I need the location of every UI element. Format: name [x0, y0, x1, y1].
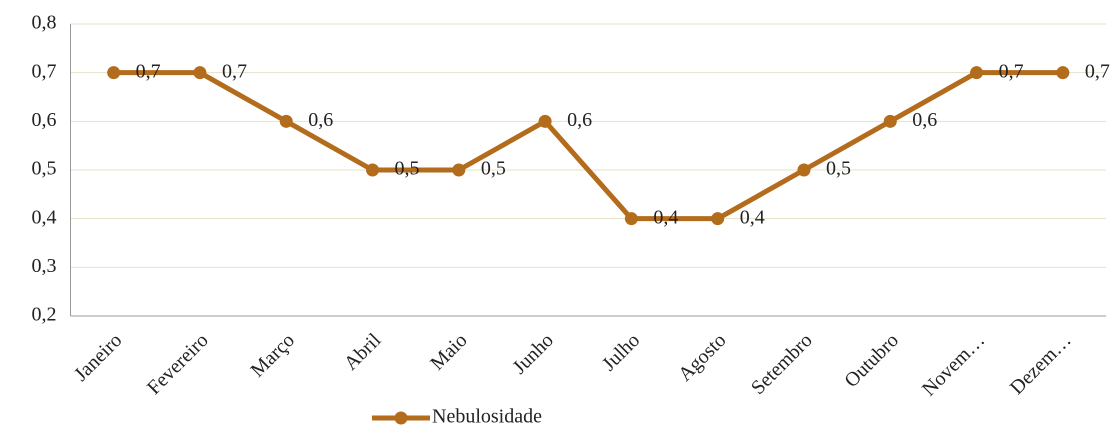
y-tick-label: 0,3: [32, 255, 57, 277]
data-label: 0,7: [1085, 60, 1110, 82]
point: [279, 114, 293, 128]
point: [107, 66, 121, 80]
data-label: 0,6: [308, 109, 333, 131]
data-label: 0,7: [999, 60, 1024, 82]
point: [538, 114, 552, 128]
y-tick-label: 0,4: [32, 206, 57, 228]
data-label: 0,5: [481, 158, 506, 180]
point: [193, 66, 207, 80]
y-tick-label: 0,6: [32, 109, 57, 131]
x-tick-label: Junho: [509, 329, 558, 378]
data-label: 0,6: [912, 109, 937, 131]
x-tick-label: Maio: [426, 329, 471, 374]
y-tick-label: 0,7: [32, 60, 57, 82]
data-label: 0,4: [740, 206, 765, 228]
x-tick-label: Abril: [340, 329, 386, 375]
legend-label: Nebulosidade: [432, 406, 542, 428]
point: [970, 66, 984, 80]
point: [1056, 66, 1070, 80]
data-label: 0,5: [826, 158, 851, 180]
x-tick-label: Setembro: [747, 329, 817, 399]
x-tick-label: Julho: [598, 329, 644, 375]
series-line: [113, 70, 1063, 222]
x-tick-label: Agosto: [674, 329, 730, 385]
data-label: 0,4: [653, 206, 678, 228]
data-label: 0,7: [136, 60, 161, 82]
point: [452, 163, 466, 177]
y-tick-label: 0,8: [32, 12, 57, 34]
x-tick-label: Dezem…: [1006, 329, 1076, 399]
y-tick-label: 0,2: [32, 304, 57, 326]
data-label: 0,5: [395, 158, 420, 180]
x-tick-label: Outubro: [840, 329, 903, 392]
point: [624, 212, 638, 226]
point: [366, 163, 380, 177]
data-label: 0,6: [567, 109, 592, 131]
x-tick-label: Novem…: [918, 329, 989, 400]
point: [883, 114, 897, 128]
point: [711, 212, 725, 226]
y-tick-label: 0,5: [32, 158, 57, 180]
data-label: 0,7: [222, 60, 247, 82]
x-tick-label: Março: [247, 329, 299, 381]
x-tick-label: Janeiro: [70, 329, 126, 385]
point: [797, 163, 811, 177]
x-tick-label: Fevereiro: [143, 329, 213, 399]
legend-marker: [394, 411, 408, 425]
